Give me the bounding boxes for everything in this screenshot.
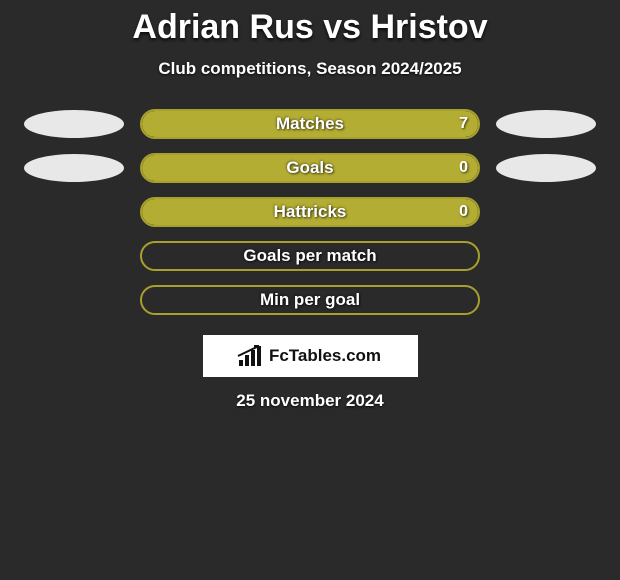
stat-bar-fill: [142, 111, 478, 137]
stat-bar: Goals0: [140, 153, 480, 183]
left-marker-ellipse: [24, 110, 124, 138]
stat-row: Min per goal: [24, 285, 596, 315]
stat-row: Matches7: [24, 109, 596, 139]
stat-row: Goals per match: [24, 241, 596, 271]
stat-bar: Hattricks0: [140, 197, 480, 227]
stat-bar-fill: [142, 199, 478, 225]
bars-trend-icon: [239, 346, 263, 366]
stat-bar: Goals per match: [140, 241, 480, 271]
stat-rows: Matches7 Goals0 Hattricks0 Goals per match M…: [24, 109, 596, 329]
stat-bar: Min per goal: [140, 285, 480, 315]
stat-bar: Matches7: [140, 109, 480, 139]
left-marker-ellipse: [24, 154, 124, 182]
date-label: 25 november 2024: [236, 391, 383, 411]
right-marker-ellipse: [496, 154, 596, 182]
page-title: Adrian Rus vs Hristov: [132, 8, 487, 47]
comparison-card: Adrian Rus vs Hristov Club competitions,…: [0, 0, 620, 411]
logo-text: FcTables.com: [269, 346, 381, 366]
stat-label: Min per goal: [142, 287, 478, 313]
stat-row: Goals0: [24, 153, 596, 183]
stat-row: Hattricks0: [24, 197, 596, 227]
logo-box[interactable]: FcTables.com: [203, 335, 418, 377]
stat-label: Goals per match: [142, 243, 478, 269]
page-subtitle: Club competitions, Season 2024/2025: [158, 59, 461, 79]
right-marker-ellipse: [496, 110, 596, 138]
stat-bar-fill: [142, 155, 478, 181]
